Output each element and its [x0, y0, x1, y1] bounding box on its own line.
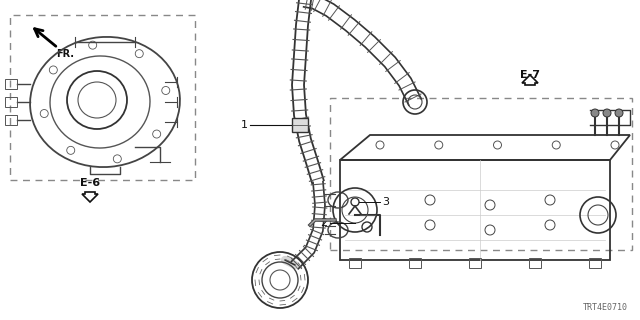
- Text: E-7: E-7: [520, 70, 540, 80]
- Text: 3: 3: [382, 197, 389, 207]
- Bar: [409, 258, 421, 268]
- Circle shape: [603, 109, 611, 117]
- Bar: [330, 98, 632, 250]
- Text: 1: 1: [241, 120, 248, 130]
- Bar: [5, 79, 17, 89]
- Circle shape: [615, 109, 623, 117]
- Bar: [589, 258, 601, 268]
- Bar: [529, 258, 541, 268]
- Bar: [5, 97, 17, 107]
- Text: E-6: E-6: [80, 178, 100, 188]
- Bar: [10, 15, 195, 180]
- Circle shape: [591, 109, 599, 117]
- Bar: [292, 118, 308, 132]
- Text: FR.: FR.: [56, 49, 74, 59]
- Text: TRT4E0710: TRT4E0710: [583, 303, 628, 312]
- Bar: [469, 258, 481, 268]
- Text: 2: 2: [320, 218, 327, 228]
- Bar: [5, 115, 17, 125]
- Bar: [349, 258, 361, 268]
